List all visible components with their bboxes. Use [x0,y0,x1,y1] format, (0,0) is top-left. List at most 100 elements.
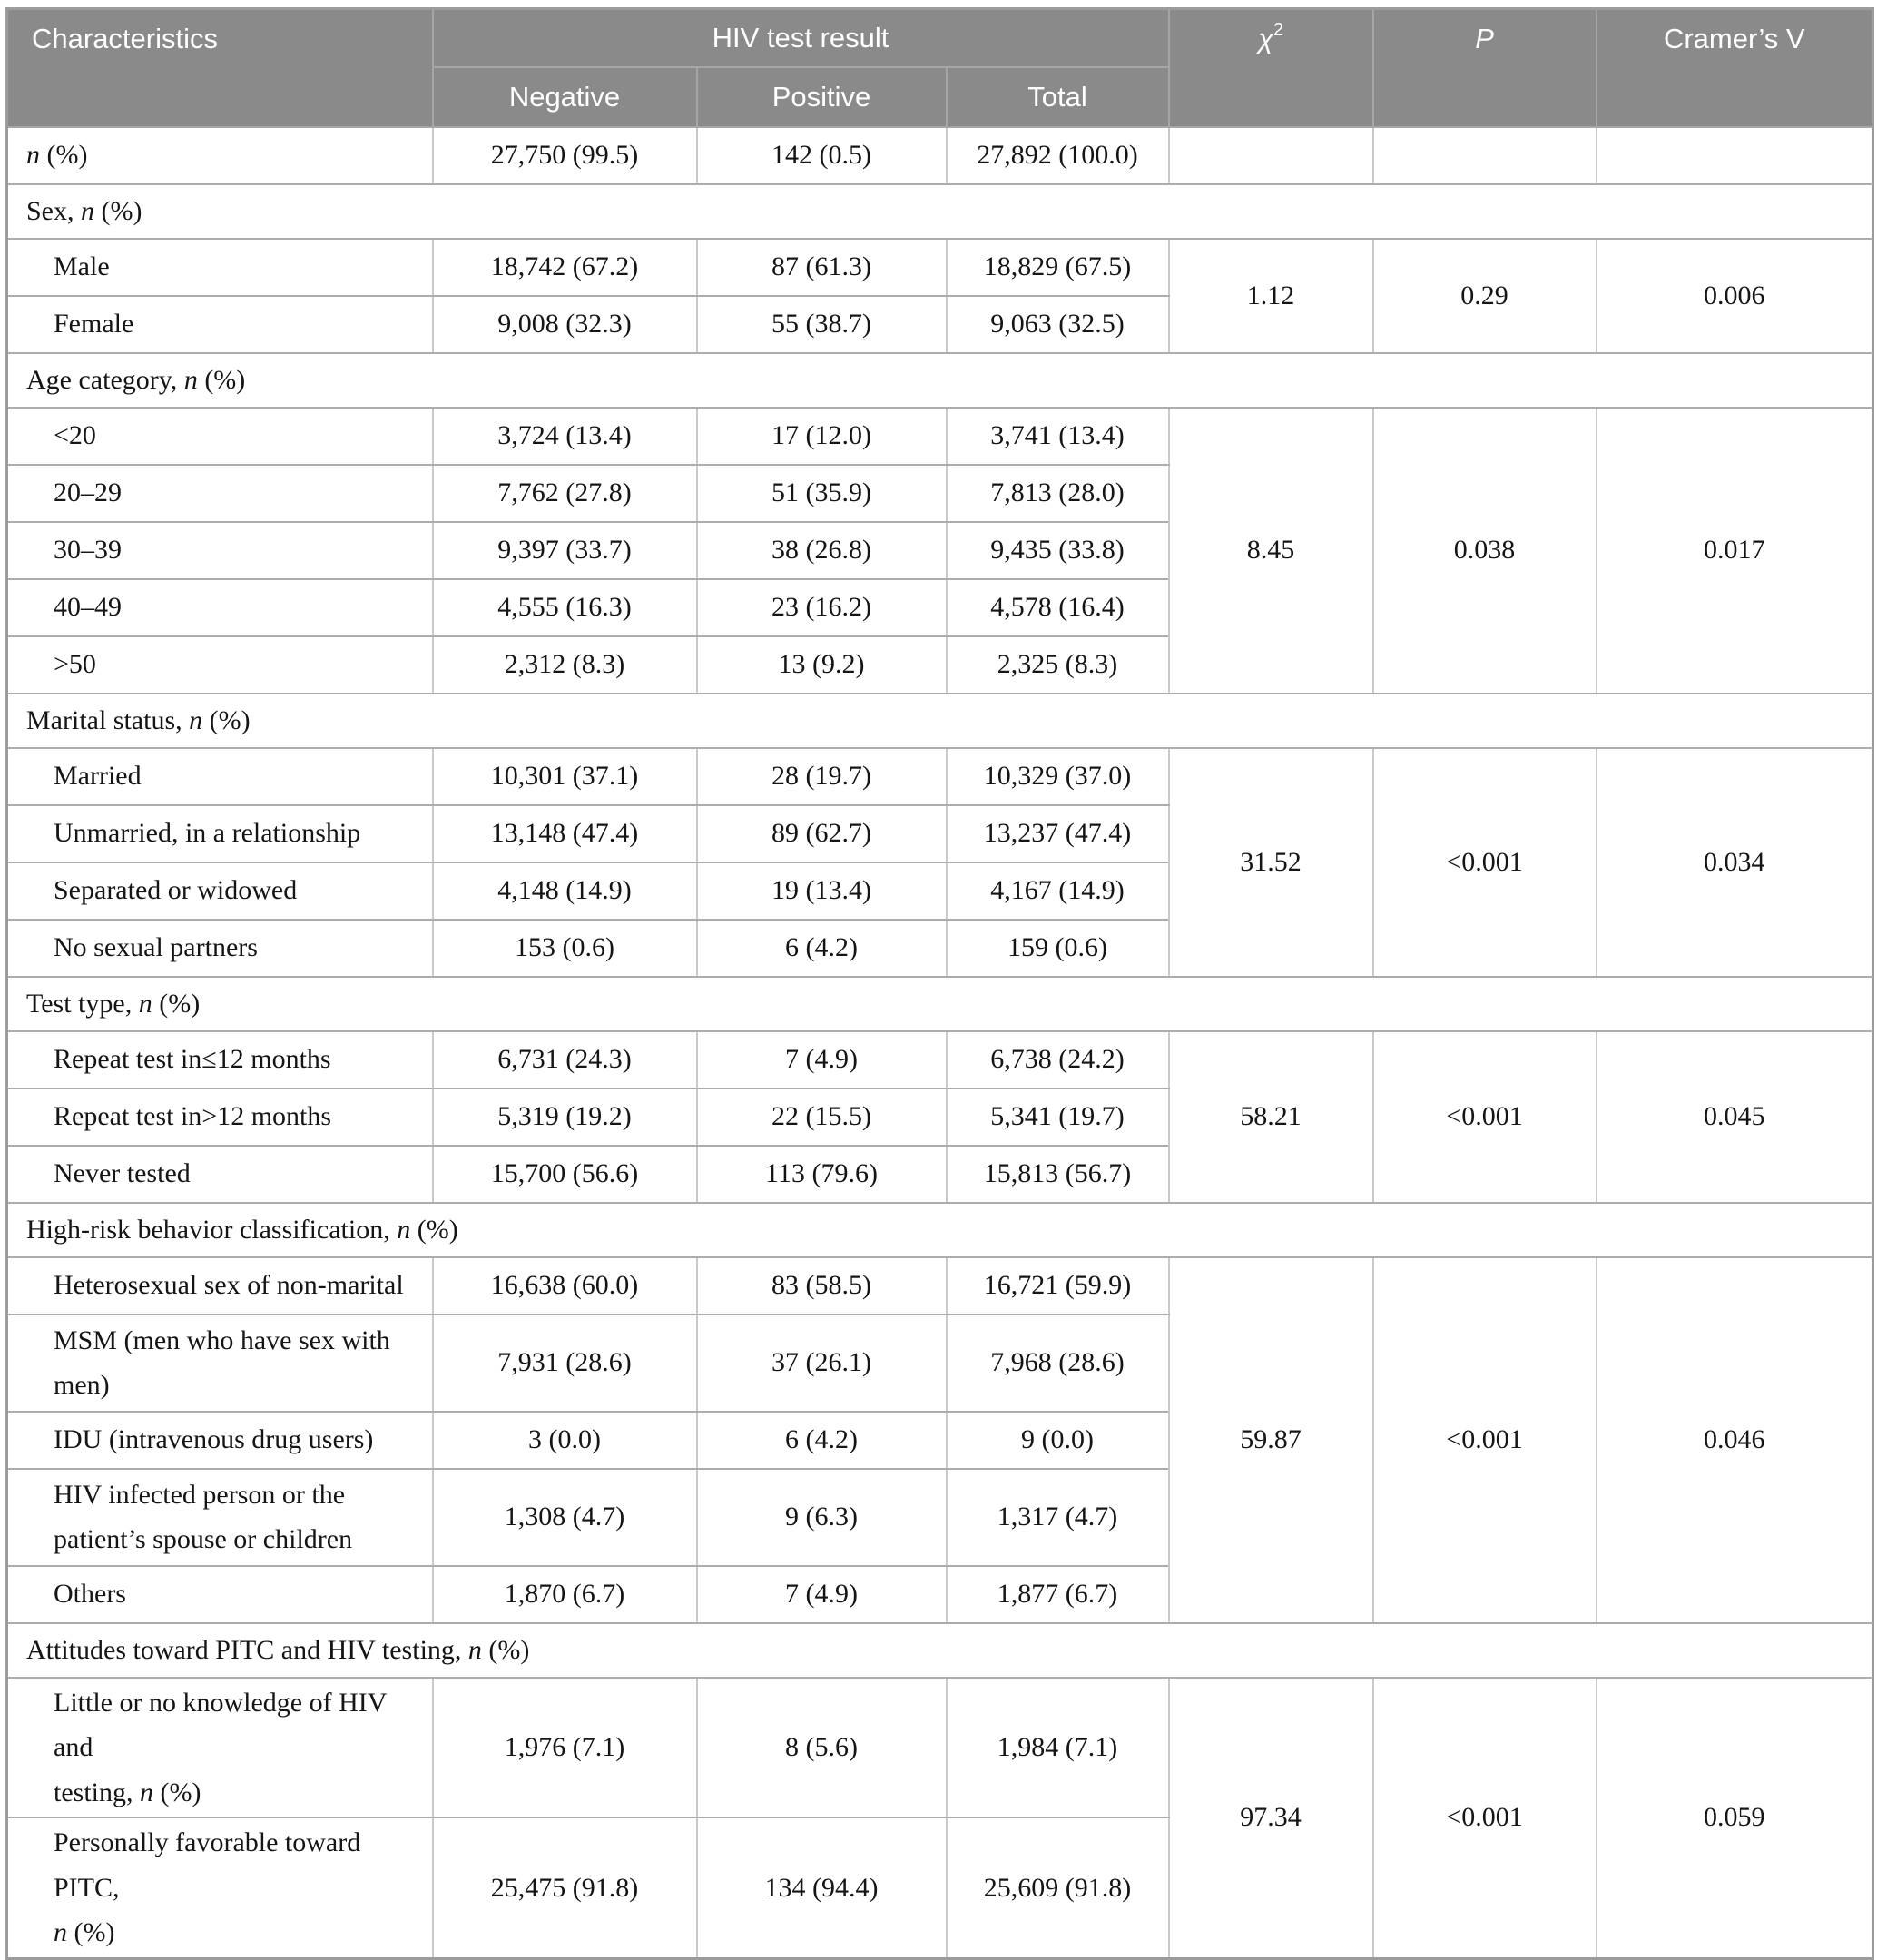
cell-overall-chi-empty [1167,125,1374,185]
cell-separated-negative: 4,148 (14.9) [431,861,698,921]
table-row-age-40-49: 40–49 4,555 (16.3) 23 (16.2) 4,578 (16.4… [5,577,1873,637]
table-row-age-lt20: <20 3,724 (13.4) 17 (12.0) 3,741 (13.4) … [5,406,1874,694]
table-row-female: Female 9,008 (32.3) 55 (38.7) 9,063 (32.… [5,294,1873,354]
cell-age-lt20-label: <20 [5,406,434,466]
cell-idu-label: IDU (intravenous drug users) [5,1410,434,1470]
table-body: n (%) 27,750 (99.5) 142 (0.5) 27,892 (10… [5,125,1874,1959]
cell-others-negative: 1,870 (6.7) [431,1564,698,1624]
cell-age-30-39-positive: 38 (26.8) [695,520,948,580]
cell-marital-p-value: <0.001 [1371,746,1597,978]
cell-sex-chi-square: 1.12 [1167,237,1374,354]
cell-married-label: Married [5,746,434,806]
cell-age-30-39-total: 9,435 (33.8) [945,520,1170,580]
cell-female-negative: 9,008 (32.3) [431,294,698,354]
cell-never-tested-negative: 15,700 (56.6) [431,1144,698,1204]
cell-age-20-29-negative: 7,762 (27.8) [431,463,698,523]
cell-separated-positive: 19 (13.4) [695,861,948,921]
section-row-risk: High-risk behavior classification, n (%) [5,1201,1874,1258]
label-pre: 20–29 [54,478,122,508]
cell-others-positive: 7 (4.9) [695,1564,948,1624]
cell-age-20-29-total: 7,813 (28.0) [945,463,1170,523]
table-row-repeat-le12: Repeat test in≤12 months 6,731 (24.3) 7 … [5,1029,1874,1204]
cell-others-label: Others [5,1564,434,1624]
section-title-age: Age category, n (%) [5,351,1874,409]
label-pre: Male [54,251,110,282]
cell-age-40-49-total: 4,578 (16.4) [945,577,1170,637]
cell-age-gt50-label: >50 [5,635,434,694]
cell-repeat-gt12-label: Repeat test in>12 months [5,1087,434,1147]
header-hiv-test-result: HIV test result [431,7,1170,68]
cell-age-40-49-label: 40–49 [5,577,434,637]
header-positive: Positive [695,65,948,128]
cell-age-40-49-positive: 23 (16.2) [695,577,948,637]
cell-little-knowledge-positive: 8 (5.6) [695,1676,948,1818]
cell-little-knowledge-label: Little or no knowledge of HIV and testin… [5,1676,434,1818]
label-pre: Unmarried, in a relationship [54,818,361,849]
label-pre: Sex, [26,195,81,226]
cell-age-p-value: 0.038 [1371,406,1597,694]
cell-age-40-49-negative: 4,555 (16.3) [431,577,698,637]
label-pre: IDU (intravenous drug users) [54,1424,374,1455]
table-row-hiv-family: HIV infected person or the patient’s spo… [5,1467,1873,1567]
table-row-never-tested: Never tested 15,700 (56.6) 113 (79.6) 15… [5,1144,1873,1204]
section-row-marital: Marital status, n (%) [5,692,1874,749]
cell-test-cramers-v: 0.045 [1595,1029,1874,1204]
label-pre: Age category, [26,364,184,395]
label-post: (%) [152,988,201,1019]
table-row-married: Married 10,301 (37.1) 28 (19.7) 10,329 (… [5,746,1874,978]
chi-superscript: 2 [1273,20,1284,40]
cell-marital-cramers-v: 0.034 [1595,746,1874,978]
cell-idu-positive: 6 (4.2) [695,1410,948,1470]
label-pre: Marital status, [26,704,190,735]
label-pre: Married [54,761,142,792]
table-header: Characteristics HIV test result χ2 P Cra… [5,7,1874,128]
chi-symbol: χ [1258,23,1273,54]
cell-no-partners-positive: 6 (4.2) [695,918,948,978]
cell-msm-label: MSM (men who have sex with men) [5,1313,434,1413]
cell-age-30-39-negative: 9,397 (33.7) [431,520,698,580]
cell-idu-negative: 3 (0.0) [431,1410,698,1470]
label-em: n [54,1917,67,1947]
cell-no-partners-total: 159 (0.6) [945,918,1170,978]
cell-sex-cramers-v: 0.006 [1595,237,1874,354]
header-chi-square: χ2 [1167,7,1374,128]
cell-repeat-le12-total: 6,738 (24.2) [945,1029,1170,1089]
table-row-age-20-29: 20–29 7,762 (27.8) 51 (35.9) 7,813 (28.0… [5,463,1873,523]
section-row-test-type: Test type, n (%) [5,975,1874,1032]
cell-attitude-p-value: <0.001 [1371,1676,1597,1959]
table-row-little-knowledge: Little or no knowledge of HIV and testin… [5,1676,1874,1959]
cell-hetero-positive: 83 (58.5) [695,1256,948,1315]
cell-test-p-value: <0.001 [1371,1029,1597,1204]
cell-overall-label: n (%) [5,125,434,185]
section-row-sex: Sex, n (%) [5,182,1874,240]
cell-attitude-chi-square: 97.34 [1167,1676,1374,1959]
cell-repeat-gt12-negative: 5,319 (19.2) [431,1087,698,1147]
table-row-repeat-gt12: Repeat test in>12 months 5,319 (19.2) 22… [5,1087,1873,1147]
hiv-characteristics-table: Characteristics HIV test result χ2 P Cra… [5,7,1875,1960]
p-label: P [1475,23,1494,54]
header-p-value: P [1371,7,1597,128]
label-em: n [26,140,40,171]
label-post: (%) [94,195,142,226]
cell-msm-positive: 37 (26.1) [695,1313,948,1413]
table-row-age-gt50: >50 2,312 (8.3) 13 (9.2) 2,325 (8.3) [5,635,1873,694]
cell-favorable-total: 25,609 (91.8) [945,1817,1170,1959]
cell-overall-total: 27,892 (100.0) [945,125,1170,185]
section-title-marital: Marital status, n (%) [5,692,1874,749]
label-post: (%) [410,1214,458,1245]
label-em: n [81,195,94,226]
section-row-age: Age category, n (%) [5,351,1874,409]
table-row-msm: MSM (men who have sex with men) 7,931 (2… [5,1313,1873,1413]
label-em: n [140,1777,153,1807]
cell-hiv-family-positive: 9 (6.3) [695,1467,948,1567]
cell-age-20-29-positive: 51 (35.9) [695,463,948,523]
cell-male-label: Male [5,237,434,297]
cell-overall-positive: 142 (0.5) [695,125,948,185]
cell-separated-total: 4,167 (14.9) [945,861,1170,921]
cell-little-knowledge-negative: 1,976 (7.1) [431,1676,698,1818]
cell-age-lt20-total: 3,741 (13.4) [945,406,1170,466]
table-row-idu: IDU (intravenous drug users) 3 (0.0) 6 (… [5,1410,1873,1470]
table-row-no-partners: No sexual partners 153 (0.6) 6 (4.2) 159… [5,918,1873,978]
header-row-top: Characteristics HIV test result χ2 P Cra… [5,7,1874,128]
cell-hiv-family-negative: 1,308 (4.7) [431,1467,698,1567]
